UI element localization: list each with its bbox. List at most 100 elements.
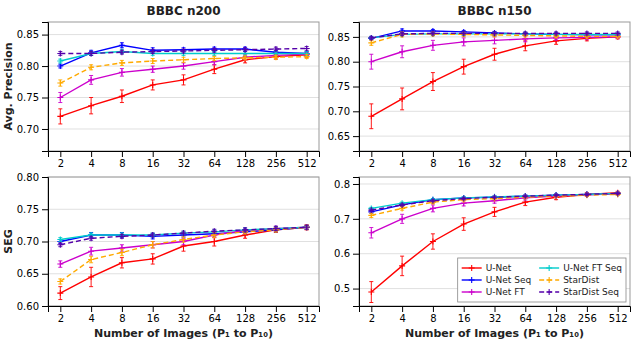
marker [368,212,374,218]
marker [553,192,559,198]
y-axis-title: SEG [2,229,15,253]
axis-line [42,178,49,307]
marker [430,31,436,37]
legend-marker [546,289,552,295]
error-bar [431,205,435,212]
marker [430,205,436,211]
tick-mark [276,151,277,157]
tick: 8 [119,151,125,169]
tick: 0.8 [334,179,359,190]
tick-mark [122,151,123,157]
axis-line [360,152,631,158]
series-line [371,194,617,215]
tick: 0.65 [17,268,48,279]
error-bar [89,65,93,70]
tick: 16 [147,306,160,324]
tick-mark [353,136,359,137]
tick-mark [464,306,465,312]
error-bar [369,40,373,45]
marker [211,47,217,53]
legend-label: StarDist Seq [563,287,619,297]
marker [273,46,279,52]
tick-label: 128 [547,158,566,169]
error-bar [369,213,373,217]
tick-mark [556,306,557,312]
series [57,224,309,299]
legend-marker [546,265,552,271]
tick-mark [307,306,308,312]
series-line [371,193,617,210]
marker [57,113,63,119]
marker [522,30,528,36]
error-bar [369,228,373,238]
series [368,31,620,46]
tick-mark [353,111,359,112]
panel: 2481632641282565120.700.750.800.85BBBC n… [2,4,320,169]
plot-frame [359,177,630,306]
tick: 0.75 [17,92,48,103]
legend-item: U-Net [462,263,512,273]
marker [88,248,94,254]
marker [368,35,374,41]
tick: 32 [178,151,191,169]
tick-label: 16 [458,313,471,324]
error-bar [523,41,527,51]
tick-mark [587,151,588,157]
legend-label: U-Net FT [486,287,526,297]
marker [430,42,436,48]
tick-mark [353,289,359,290]
grid-line [359,253,630,254]
marker [553,192,559,198]
tick-label: 512 [609,158,628,169]
tick-label: 0.80 [17,172,39,183]
series [57,224,309,244]
tick-label: 128 [236,158,255,169]
tick-label: 2 [369,158,375,169]
marker [584,191,590,197]
marker [615,30,621,36]
error-bar [182,63,186,69]
tick-mark [587,306,588,312]
tick-mark [371,306,372,312]
marker [88,50,94,56]
tick: 64 [208,151,221,169]
tick-mark [353,87,359,88]
tick-label: 256 [267,313,286,324]
error-bar [212,65,216,74]
legend: U-NetU-Net SeqU-Net FTU-Net FT SeqStarDi… [458,258,626,302]
panel-title: BBBC n200 [146,4,220,18]
marker [150,82,156,88]
legend-item: StarDist Seq [539,287,619,297]
tick-mark [42,129,48,130]
series [57,224,309,267]
tick-mark [371,151,372,157]
tick-label: 4 [88,313,94,324]
error-bar [120,258,124,268]
tick-label: 8 [430,158,436,169]
marker [88,235,94,241]
marker [399,96,405,102]
grid [359,184,630,289]
tick-mark [42,242,48,243]
plot-frame [48,22,319,151]
legend-marker [546,277,552,283]
error-bar [120,43,124,48]
error-bar [400,256,404,276]
tick-mark [60,306,61,312]
tick-mark [42,274,48,275]
marker [211,55,217,61]
tick-mark [42,177,48,178]
marker [492,37,498,43]
tick: 4 [399,151,405,169]
tick: 16 [458,306,471,324]
series [57,52,309,124]
error-bar [305,225,309,230]
marker [181,230,187,236]
marker [88,274,94,280]
tick-mark [214,151,215,157]
tick-label: 2 [58,158,64,169]
tick-label: 8 [119,158,125,169]
panel: 2481632641282565120.600.650.700.750.80SE… [2,172,320,340]
marker [88,50,94,56]
tick-mark [42,306,48,307]
